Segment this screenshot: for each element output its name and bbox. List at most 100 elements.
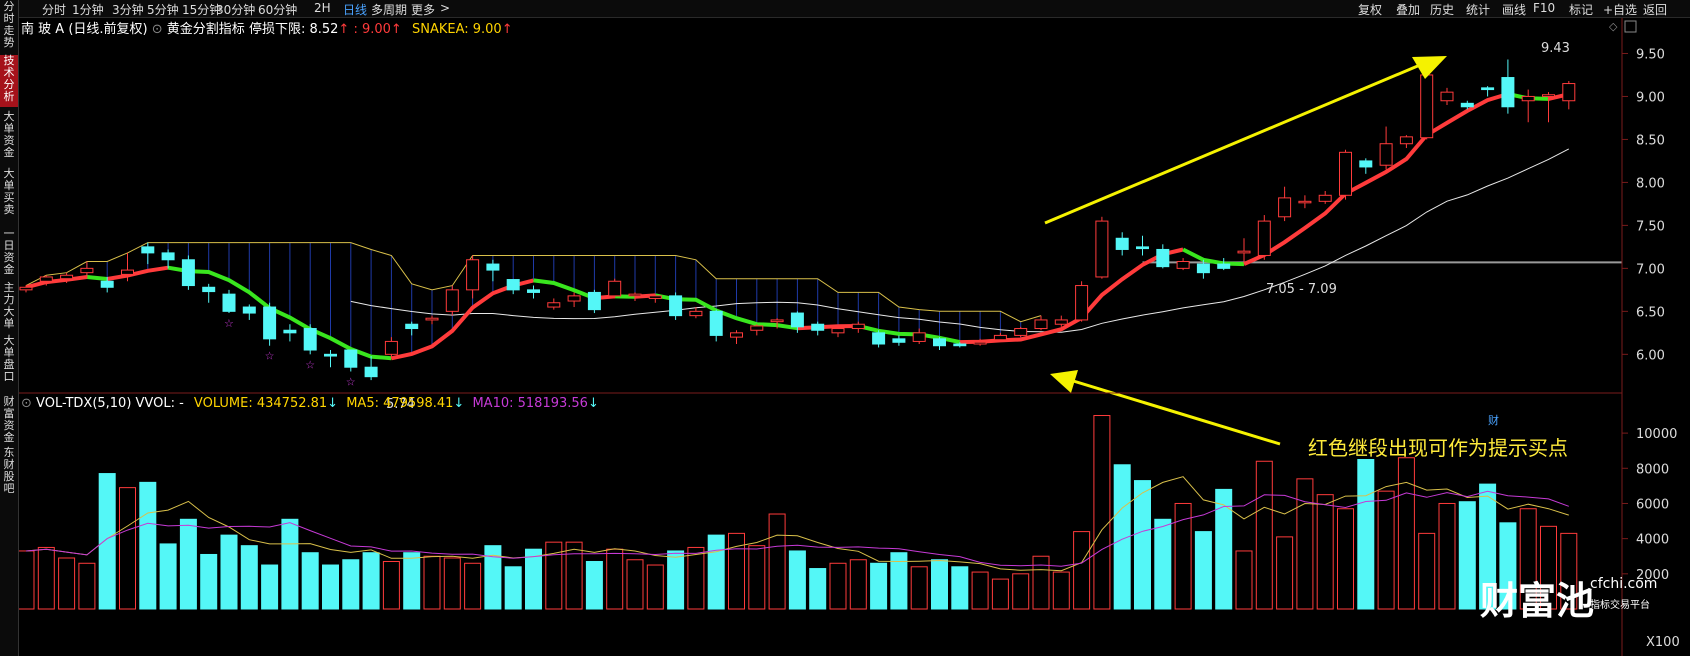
volume-bar: [179, 518, 197, 610]
toolbar-button[interactable]: 标记: [1569, 3, 1594, 17]
candle-body: [608, 280, 622, 297]
sidebar-item[interactable]: 技术分析: [0, 55, 18, 107]
price-tick-label: 9.50: [1636, 47, 1665, 62]
volume-bar: [870, 562, 888, 610]
candle-body: [1217, 263, 1231, 269]
timeframe-tab[interactable]: 15分钟: [182, 3, 222, 17]
price-tick-label: 6.00: [1636, 348, 1665, 363]
volume-bar: [403, 552, 421, 610]
candle-body: [1399, 136, 1413, 145]
volume-bar: [1093, 415, 1111, 610]
low-price-label: 5.74: [386, 397, 415, 412]
ma10-value: MA10: 518193.56: [472, 396, 588, 411]
chart-mode[interactable]: (日线.前复权): [68, 22, 148, 37]
toolbar-button[interactable]: 叠加: [1396, 3, 1421, 17]
volume-bar: [1052, 571, 1070, 610]
sidebar-item[interactable]: 大单盘口: [3, 334, 15, 383]
toolbar-button[interactable]: +自选: [1603, 3, 1638, 17]
candle-body: [1521, 95, 1535, 102]
volume-bar: [1134, 480, 1151, 610]
volume-bar: [931, 559, 948, 610]
sidebar-item[interactable]: 大单资金: [3, 110, 15, 159]
sidebar-item[interactable]: 大单买卖: [3, 167, 15, 216]
volume-bar: [98, 473, 116, 610]
candle-body: [1156, 248, 1170, 268]
candle-layer: [19, 59, 1576, 381]
volume-bar: [37, 546, 55, 610]
price-tick-label: 8.00: [1636, 176, 1665, 191]
candle-body: [242, 306, 256, 314]
candle-body: [344, 349, 358, 368]
timeframe-tab[interactable]: 1分钟: [72, 3, 104, 17]
timeframe-tab[interactable]: 多周期: [371, 3, 408, 17]
sidebar-item[interactable]: 财富资金: [3, 395, 15, 444]
candle-body: [506, 279, 520, 291]
volume-ma5-line: [25, 476, 1569, 572]
settings-icon[interactable]: ⊙: [21, 396, 32, 411]
indicator-name[interactable]: 黄金分割指标: [166, 22, 245, 37]
stop-loss-label: 停损下限: 8.52: [248, 22, 339, 37]
volume-bar: [1560, 532, 1578, 610]
toolbar-button[interactable]: F10: [1533, 1, 1556, 15]
candle-body: [872, 332, 886, 345]
timeframe-tab[interactable]: 分时: [42, 3, 67, 17]
vol-indicator-name[interactable]: VOL-TDX(5,10) VVOL: -: [36, 396, 184, 411]
candle-body: [527, 289, 540, 293]
toolbar-button[interactable]: 统计: [1466, 3, 1491, 17]
candle-body: [303, 328, 317, 351]
volume-bar: [687, 546, 705, 610]
toolbar-button[interactable]: 复权: [1358, 3, 1383, 17]
candle-body: [1095, 220, 1109, 278]
sidebar-item[interactable]: 东财股吧: [3, 446, 15, 495]
timeframe-tab[interactable]: 60分钟: [258, 3, 298, 17]
timeframe-tab[interactable]: 2H: [314, 1, 331, 15]
timeframe-tab[interactable]: 更多: [411, 3, 436, 17]
snake-line: [533, 278, 596, 300]
sidebar-item[interactable]: 主力大单: [3, 281, 15, 330]
settings-icon[interactable]: ⊙: [151, 22, 163, 37]
toolbar-button[interactable]: 历史: [1430, 3, 1455, 17]
sidebar-item[interactable]: 分时走势: [3, 0, 15, 49]
candle-body: [912, 332, 926, 342]
volume-bar: [220, 534, 238, 610]
toolbar-button[interactable]: 返回: [1643, 3, 1668, 17]
candle-body: [770, 319, 784, 323]
envelope-line: [25, 242, 1042, 323]
candle-body: [283, 329, 297, 334]
diamond-icon[interactable]: ◇: [1609, 20, 1618, 33]
volume-tick-label: 6000: [1636, 497, 1669, 512]
volume-bar: [849, 559, 867, 610]
volume-bar: [1397, 457, 1415, 610]
up-arrow-icon: ↑: [338, 22, 350, 37]
volume-value: VOLUME: 434752.81: [193, 396, 328, 411]
watermark-domain: cfchi.com: [1590, 576, 1658, 592]
timeframe-tab[interactable]: 3分钟: [112, 3, 144, 17]
candle-body: [689, 310, 703, 317]
timeframe-tab[interactable]: 日线: [343, 3, 368, 17]
volume-bar: [423, 555, 441, 610]
price-tick-label: 6.50: [1636, 305, 1665, 320]
candle-body: [1298, 200, 1312, 204]
candle-body: [730, 332, 743, 338]
window-icon[interactable]: [1624, 20, 1637, 33]
volume-bar: [626, 559, 644, 610]
candle-body: [1136, 246, 1149, 250]
candle-body: [567, 295, 581, 302]
sidebar-item[interactable]: 一日资金: [3, 227, 15, 276]
volume-tick-label: 8000: [1636, 462, 1669, 477]
volume-bar: [1235, 550, 1253, 610]
watermark-tagline: 指标交易平台: [1590, 600, 1650, 611]
timeframe-tab[interactable]: 5分钟: [147, 3, 179, 17]
candle-body: [181, 259, 195, 287]
more-arrow-icon[interactable]: >: [440, 1, 451, 15]
candle-body: [1318, 194, 1332, 202]
timeframe-tab[interactable]: 30分钟: [216, 3, 256, 17]
volume-bar: [281, 518, 299, 610]
volume-bar: [1479, 483, 1497, 610]
volume-bar: [707, 534, 725, 610]
candle-body: [60, 274, 74, 280]
star-marker: ☆: [265, 350, 275, 363]
volume-bar: [139, 481, 157, 610]
toolbar-button[interactable]: 画线: [1502, 3, 1527, 17]
